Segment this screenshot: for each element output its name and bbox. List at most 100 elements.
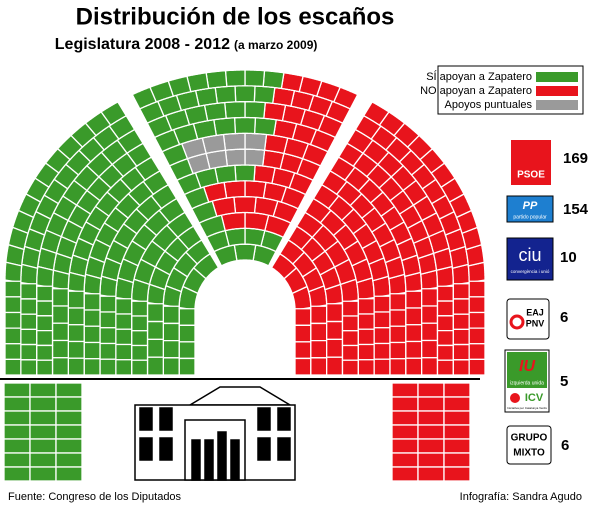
seat — [443, 438, 471, 454]
seat — [417, 466, 445, 482]
seat — [51, 357, 69, 376]
seat — [373, 311, 391, 329]
seat — [131, 315, 149, 332]
seat — [310, 339, 328, 359]
seat — [244, 132, 268, 151]
seat — [3, 396, 31, 412]
seat — [55, 424, 83, 440]
seat — [4, 358, 22, 376]
seat-count: 6 — [560, 309, 568, 326]
seat — [29, 382, 57, 398]
seat — [405, 357, 423, 376]
seat — [83, 358, 101, 376]
seat — [162, 339, 180, 359]
seat — [326, 303, 344, 323]
seat — [214, 85, 237, 105]
seat — [389, 358, 407, 376]
seat — [67, 324, 85, 343]
seat — [4, 296, 22, 314]
seat — [51, 339, 69, 359]
seat — [131, 330, 149, 347]
seat — [341, 344, 359, 361]
seat — [4, 343, 22, 361]
seat — [99, 295, 117, 313]
seat — [436, 315, 454, 332]
source: Fuente: Congreso de los Diputados — [8, 491, 182, 503]
seat — [55, 382, 83, 398]
seat — [443, 424, 471, 440]
seat — [162, 357, 180, 376]
seat — [36, 300, 54, 317]
seat — [99, 342, 117, 360]
seat — [83, 309, 101, 327]
seat — [233, 243, 257, 262]
seat — [29, 396, 57, 412]
seat — [468, 311, 486, 329]
seat — [443, 396, 471, 412]
seat — [20, 359, 38, 376]
seat — [234, 85, 256, 103]
seat — [373, 295, 391, 313]
seat — [391, 438, 419, 454]
legend-swatch — [536, 100, 578, 110]
seat — [341, 315, 359, 332]
seat — [146, 303, 164, 323]
seat — [405, 324, 423, 343]
seat — [178, 308, 196, 326]
seat — [468, 327, 486, 345]
seat — [436, 285, 454, 302]
seat — [357, 343, 375, 361]
seat — [357, 298, 375, 315]
seat — [224, 148, 246, 167]
seat — [20, 263, 39, 286]
seat — [310, 357, 328, 376]
seat — [67, 357, 85, 376]
seat — [162, 305, 180, 325]
seat — [341, 330, 359, 347]
legend-label: SÍ apoyan a Zapatero — [426, 70, 532, 83]
legend-swatch — [536, 86, 578, 96]
seat — [224, 69, 246, 88]
seat — [417, 382, 445, 398]
seat — [20, 313, 38, 331]
seat — [389, 325, 407, 344]
logo-text: GRUPO — [511, 433, 548, 444]
seat — [436, 329, 454, 347]
seat — [222, 132, 246, 151]
seat — [326, 356, 344, 376]
seat — [468, 343, 486, 361]
seat — [3, 452, 31, 468]
logo-text: PNV — [526, 318, 545, 328]
seat — [421, 288, 439, 307]
seat — [280, 72, 304, 93]
psoe-logo — [511, 140, 551, 185]
pp-logo — [506, 195, 554, 223]
seat — [234, 164, 256, 182]
seat — [436, 359, 454, 376]
seat — [452, 298, 470, 315]
seat — [115, 343, 133, 361]
logo-text: ciu — [518, 245, 541, 265]
seat — [417, 438, 445, 454]
seat — [391, 396, 419, 412]
logo-text: izquierda unida — [510, 380, 544, 386]
seat — [99, 327, 117, 345]
seat — [357, 313, 375, 330]
seat — [436, 300, 454, 317]
seat — [294, 308, 312, 326]
seat — [233, 196, 257, 214]
seat — [131, 344, 149, 361]
seat — [20, 328, 38, 346]
seat — [389, 341, 407, 360]
seat — [162, 322, 180, 342]
seat — [115, 298, 133, 315]
seat — [178, 341, 196, 360]
seat — [362, 101, 390, 127]
seat — [244, 227, 266, 247]
seat — [310, 322, 328, 342]
seat — [468, 280, 486, 298]
seat — [67, 290, 85, 309]
seat — [36, 344, 54, 361]
seat — [205, 70, 228, 90]
seat — [443, 382, 471, 398]
